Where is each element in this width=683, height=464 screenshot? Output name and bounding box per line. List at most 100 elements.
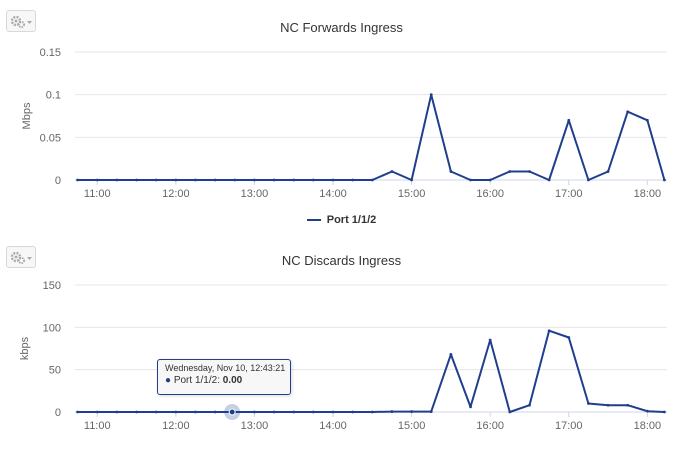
data-point: [370, 178, 374, 182]
data-point: [662, 410, 666, 414]
legend-label: Port 1/1/2: [326, 214, 377, 226]
chart-menu-button[interactable]: [6, 246, 36, 268]
x-tick-label: 17:00: [555, 188, 583, 200]
hover-point: [228, 408, 236, 416]
data-point: [547, 178, 551, 182]
chart-title: NC Discards Ingress: [281, 253, 402, 268]
x-tick-label: 12:00: [162, 420, 190, 432]
data-point: [135, 410, 138, 414]
data-point: [429, 93, 433, 97]
y-tick-label: 0: [55, 175, 61, 187]
data-point: [331, 178, 335, 182]
discards-line-chart: 0 50 100 150 11:00 12:00 13:00 14:00 15:00 16:00 1…: [19, 280, 667, 432]
data-point: [213, 178, 217, 182]
data-point: [311, 410, 315, 414]
tooltip-series-name: Port 1/1/2: [173, 375, 218, 386]
x-tick-label: 16:00: [476, 188, 504, 200]
chevron-down-icon: [27, 21, 32, 24]
y-tick-label: 0.15: [40, 47, 61, 59]
data-point: [449, 353, 453, 356]
y-tick-label: 0: [55, 407, 61, 419]
y-axis-title: kbps: [19, 336, 31, 360]
data-point: [292, 410, 296, 414]
data-point: [449, 170, 453, 173]
data-point: [508, 410, 512, 414]
data-point: [292, 178, 296, 182]
data-point: [626, 110, 630, 114]
data-point: [95, 410, 99, 414]
data-point: [154, 410, 158, 414]
data-point: [410, 410, 414, 413]
tooltip-date: Wednesday, Nov 10, 12:43:21: [165, 363, 286, 373]
data-point: [174, 410, 178, 414]
data-point: [508, 170, 512, 173]
gear-icon: [10, 15, 32, 28]
x-tick-label: 14:00: [319, 420, 347, 432]
data-point: [469, 178, 472, 182]
data-point: [331, 410, 335, 414]
data-point: [547, 329, 551, 333]
data-point: [488, 338, 492, 342]
x-tick-label: 11:00: [84, 188, 111, 200]
data-point: [272, 410, 276, 414]
data-point: [253, 178, 256, 182]
data-point: [135, 178, 138, 182]
y-tick-label: 100: [43, 322, 61, 334]
data-point: [662, 178, 666, 182]
chart-tooltip: Wednesday, Nov 10, 12:43:21 ● Port 1/1/2…: [157, 359, 291, 395]
data-point: [528, 170, 531, 173]
gear-icon: [10, 251, 32, 264]
x-tick-label: 13:00: [241, 188, 269, 200]
data-point: [95, 178, 99, 182]
data-point: [645, 409, 649, 413]
data-point: [194, 410, 197, 414]
x-tick-label: 16:00: [476, 420, 504, 432]
chart-menu-button[interactable]: [6, 10, 36, 32]
data-point: [429, 410, 433, 413]
y-tick-label: 0.1: [46, 90, 61, 102]
data-point: [115, 178, 119, 182]
data-point: [76, 410, 80, 414]
data-point: [410, 178, 414, 182]
chevron-down-icon: [27, 257, 32, 260]
data-point: [174, 178, 178, 182]
legend-swatch: [306, 219, 321, 222]
data-point: [626, 403, 630, 407]
tooltip-value: 0.00: [222, 375, 243, 386]
y-tick-label: 50: [49, 365, 61, 377]
data-point: [194, 178, 197, 182]
data-point: [351, 410, 355, 414]
legend-item[interactable]: Port 1/1/2: [0, 214, 683, 226]
data-point: [587, 402, 590, 405]
data-point: [154, 178, 158, 182]
tooltip-series-dot: ●: [165, 375, 172, 386]
data-point: [469, 405, 472, 409]
x-tick-label: 15:00: [398, 188, 426, 200]
chart-panel-discards: NC Discards Ingress 0 50 100 150 11:00 12:00 1…: [0, 236, 683, 464]
data-point: [390, 170, 394, 173]
x-tick-label: 13:00: [241, 420, 269, 432]
y-tick-label: 150: [43, 280, 61, 292]
data-point: [370, 410, 374, 414]
data-point: [567, 118, 571, 122]
forwards-line-chart: 0 0.05 0.1 0.15 11:00 12:00 13:00 14:00 15:00 16:…: [21, 47, 667, 200]
x-tick-label: 11:00: [84, 420, 111, 432]
data-point: [606, 170, 610, 173]
data-point: [351, 178, 355, 182]
data-point: [115, 410, 119, 414]
data-point: [587, 178, 590, 182]
y-tick-label: 0.05: [40, 132, 61, 144]
data-point: [390, 410, 394, 413]
x-tick-label: 18:00: [634, 420, 662, 432]
chart-title: NC Forwards Ingress: [280, 20, 403, 35]
data-point: [528, 403, 531, 407]
y-axis-title: Mbps: [21, 102, 33, 129]
data-point: [213, 410, 217, 414]
data-point: [233, 178, 237, 182]
x-tick-label: 17:00: [555, 420, 583, 432]
data-point: [272, 178, 276, 182]
data-point: [606, 403, 610, 407]
x-tick-label: 12:00: [162, 188, 190, 200]
chart-panel-forwards: NC Forwards Ingress 0 0.05 0.1 0.15 11:00 12:…: [0, 10, 683, 226]
data-point: [76, 178, 80, 182]
